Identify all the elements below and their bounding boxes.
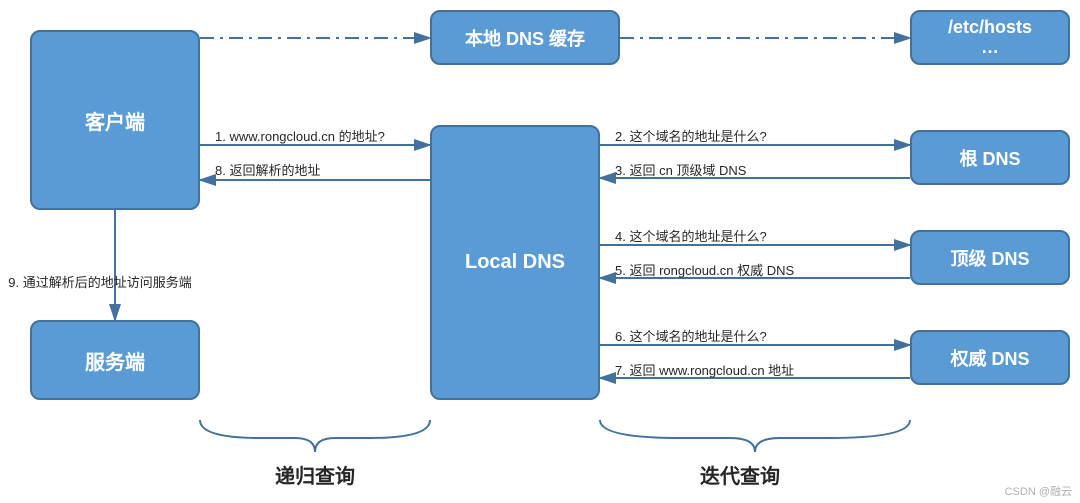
node-cache: 本地 DNS 缓存 (430, 10, 620, 65)
edge-7-label: 7. 返回 www.rongcloud.cn 地址 (615, 360, 794, 379)
node-server: 服务端 (30, 320, 200, 400)
node-tlddns: 顶级 DNS (910, 230, 1070, 285)
node-client-label: 客户端 (85, 106, 145, 135)
node-client: 客户端 (30, 30, 200, 210)
node-cache-label: 本地 DNS 缓存 (465, 25, 585, 51)
edge-4-label: 4. 这个域名的地址是什么? (615, 226, 767, 245)
node-localdns: Local DNS (430, 125, 600, 400)
node-hosts: /etc/hosts … (910, 10, 1070, 65)
node-hosts-label: /etc/hosts … (948, 18, 1032, 58)
node-authdns-label: 权威 DNS (950, 345, 1029, 371)
edge-1-label: 1. www.rongcloud.cn 的地址? (215, 126, 385, 145)
node-rootdns: 根 DNS (910, 130, 1070, 185)
node-authdns: 权威 DNS (910, 330, 1070, 385)
node-rootdns-label: 根 DNS (959, 145, 1020, 171)
edge-8-label: 8. 返回解析的地址 (215, 160, 320, 179)
edge-3-label: 3. 返回 cn 顶级域 DNS (615, 160, 746, 179)
edge-5-label: 5. 返回 rongcloud.cn 权威 DNS (615, 260, 794, 279)
brace-recursive-label: 递归查询 (275, 460, 355, 489)
node-server-label: 服务端 (85, 346, 145, 375)
node-localdns-label: Local DNS (465, 251, 565, 274)
node-tlddns-label: 顶级 DNS (950, 245, 1029, 271)
watermark: CSDN @融云 (1005, 483, 1072, 499)
brace-iterative-label: 迭代查询 (700, 460, 780, 489)
edge-9-label: 9. 通过解析后的地址访问服务端 (0, 272, 200, 291)
edge-6-label: 6. 这个域名的地址是什么? (615, 326, 767, 345)
edge-2-label: 2. 这个域名的地址是什么? (615, 126, 767, 145)
